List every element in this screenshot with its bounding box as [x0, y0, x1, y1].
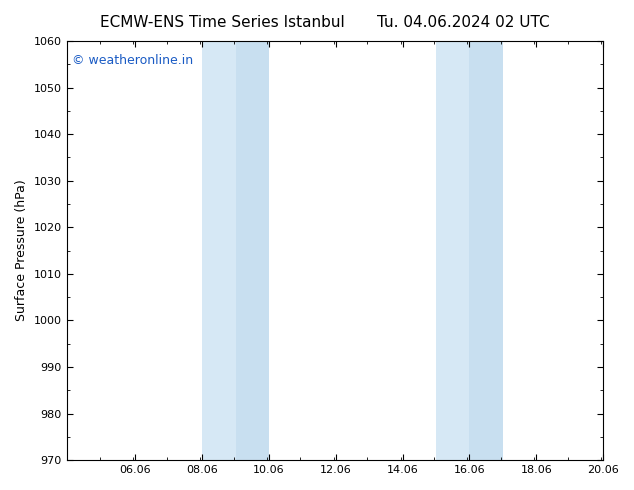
- Bar: [202, 41, 236, 460]
- Bar: [236, 41, 269, 460]
- Text: Tu. 04.06.2024 02 UTC: Tu. 04.06.2024 02 UTC: [377, 15, 549, 30]
- Bar: [470, 41, 503, 460]
- Text: ECMW-ENS Time Series Istanbul: ECMW-ENS Time Series Istanbul: [100, 15, 344, 30]
- Bar: [436, 41, 470, 460]
- Text: © weatheronline.in: © weatheronline.in: [72, 53, 193, 67]
- Y-axis label: Surface Pressure (hPa): Surface Pressure (hPa): [15, 180, 28, 321]
